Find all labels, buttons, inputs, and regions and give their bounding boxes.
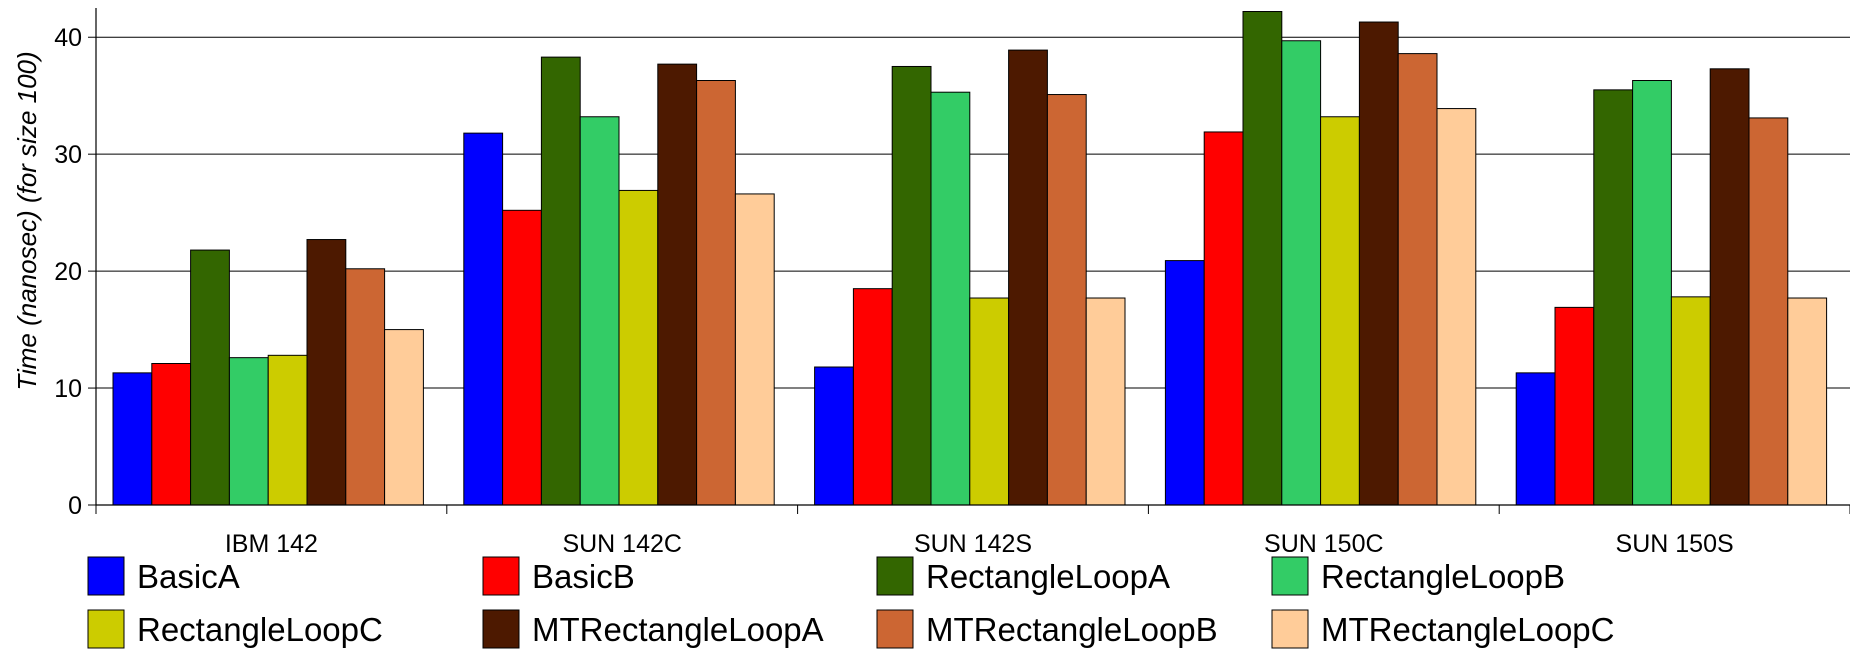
y-tick-label: 10 — [54, 375, 82, 403]
legend-label: MTRectangleLoopA — [532, 611, 824, 648]
bar-BasicA-SUN-142S — [814, 366, 854, 506]
bar-RectangleLoopB-SUN-142S — [930, 91, 971, 506]
legend: BasicA BasicB RectangleLoopA RectangleLoopB… — [87, 556, 1615, 649]
bar-RectangleLoopC-SUN-142S — [969, 297, 1010, 506]
bar-MTRectangleLoopA-SUN-150C — [1358, 21, 1399, 506]
bar-MTRectangleLoopB-IBM-142 — [345, 268, 386, 506]
x-tick-labels: IBM 142 SUN 142C SUN 142S SUN 150C SUN 150S — [225, 530, 1734, 558]
bar-MTRectangleLoopC-IBM-142 — [384, 329, 424, 506]
legend-label: RectangleLoopB — [1321, 558, 1565, 595]
legend-swatch — [482, 609, 520, 649]
legend-swatch — [876, 556, 914, 596]
legend-label: MTRectangleLoopC — [1321, 611, 1615, 648]
bar-RectangleLoopC-IBM-142 — [267, 354, 308, 506]
bar-RectangleLoopA-SUN-150S — [1593, 89, 1634, 506]
bar-BasicA-SUN-142C — [463, 132, 504, 506]
x-tick-label: SUN 150S — [1616, 530, 1734, 558]
bar-MTRectangleLoopA-SUN-142C — [657, 63, 698, 506]
y-tick-label: 0 — [68, 492, 82, 520]
bar-RectangleLoopB-IBM-142 — [228, 357, 269, 506]
bar-MTRectangleLoopC-SUN-142S — [1085, 297, 1126, 506]
bar-RectangleLoopB-SUN-142C — [579, 116, 620, 506]
bar-RectangleLoopC-SUN-142C — [618, 189, 659, 506]
axes — [88, 8, 1850, 514]
legend-swatch — [482, 556, 520, 596]
y-tick-label: 40 — [54, 24, 82, 52]
legend-label: RectangleLoopC — [137, 611, 383, 648]
legend-swatch — [1271, 556, 1309, 596]
bar-RectangleLoopA-IBM-142 — [190, 249, 230, 506]
legend-swatch — [1271, 609, 1309, 649]
bar-RectangleLoopB-SUN-150C — [1281, 40, 1322, 506]
bar-BasicA-SUN-150C — [1164, 260, 1205, 506]
legend-label: BasicA — [137, 558, 240, 595]
bar-MTRectangleLoopC-SUN-150S — [1787, 297, 1828, 506]
bar-MTRectangleLoopC-SUN-150C — [1436, 108, 1477, 506]
legend-swatch — [87, 556, 125, 596]
bar-BasicB-IBM-142 — [151, 363, 192, 506]
legend-label: MTRectangleLoopB — [926, 611, 1218, 648]
bar-RectangleLoopC-SUN-150S — [1670, 296, 1711, 506]
bar-MTRectangleLoopC-SUN-142C — [734, 193, 775, 506]
bars — [112, 11, 1828, 506]
bar-BasicB-SUN-142S — [852, 288, 893, 506]
legend-label: RectangleLoopA — [926, 558, 1170, 595]
y-tick-labels: 0 10 20 30 40 — [54, 24, 82, 520]
bar-RectangleLoopA-SUN-142S — [891, 65, 932, 506]
y-tick-label: 20 — [54, 258, 82, 286]
legend-label: BasicB — [532, 558, 635, 595]
bar-MTRectangleLoopB-SUN-142C — [696, 80, 736, 506]
bar-MTRectangleLoopB-SUN-150C — [1397, 53, 1438, 506]
bar-MTRectangleLoopA-IBM-142 — [306, 239, 347, 506]
y-tick-label: 30 — [54, 141, 82, 169]
bar-MTRectangleLoopA-SUN-150S — [1709, 68, 1750, 506]
bar-BasicA-IBM-142 — [112, 372, 153, 506]
bar-RectangleLoopC-SUN-150C — [1320, 116, 1360, 506]
bar-MTRectangleLoopB-SUN-142S — [1046, 94, 1087, 506]
y-axis-label: Time (nanosec) (for size 100) — [12, 51, 42, 390]
legend-swatch — [87, 609, 125, 649]
bar-MTRectangleLoopA-SUN-142S — [1008, 49, 1048, 506]
bar-RectangleLoopB-SUN-150S — [1632, 80, 1672, 506]
x-tick-label: SUN 142C — [562, 530, 682, 558]
legend-swatch — [876, 609, 914, 649]
x-tick-label: SUN 150C — [1264, 530, 1384, 558]
bar-BasicB-SUN-142C — [502, 209, 542, 506]
bar-MTRectangleLoopB-SUN-150S — [1748, 117, 1789, 506]
x-tick-label: SUN 142S — [914, 530, 1032, 558]
bar-RectangleLoopA-SUN-150C — [1242, 11, 1283, 506]
bar-BasicB-SUN-150C — [1203, 131, 1244, 506]
bar-BasicB-SUN-150S — [1554, 306, 1595, 506]
x-tick-label: IBM 142 — [225, 530, 318, 558]
bar-RectangleLoopA-SUN-142C — [540, 56, 581, 506]
bar-BasicA-SUN-150S — [1515, 372, 1556, 506]
